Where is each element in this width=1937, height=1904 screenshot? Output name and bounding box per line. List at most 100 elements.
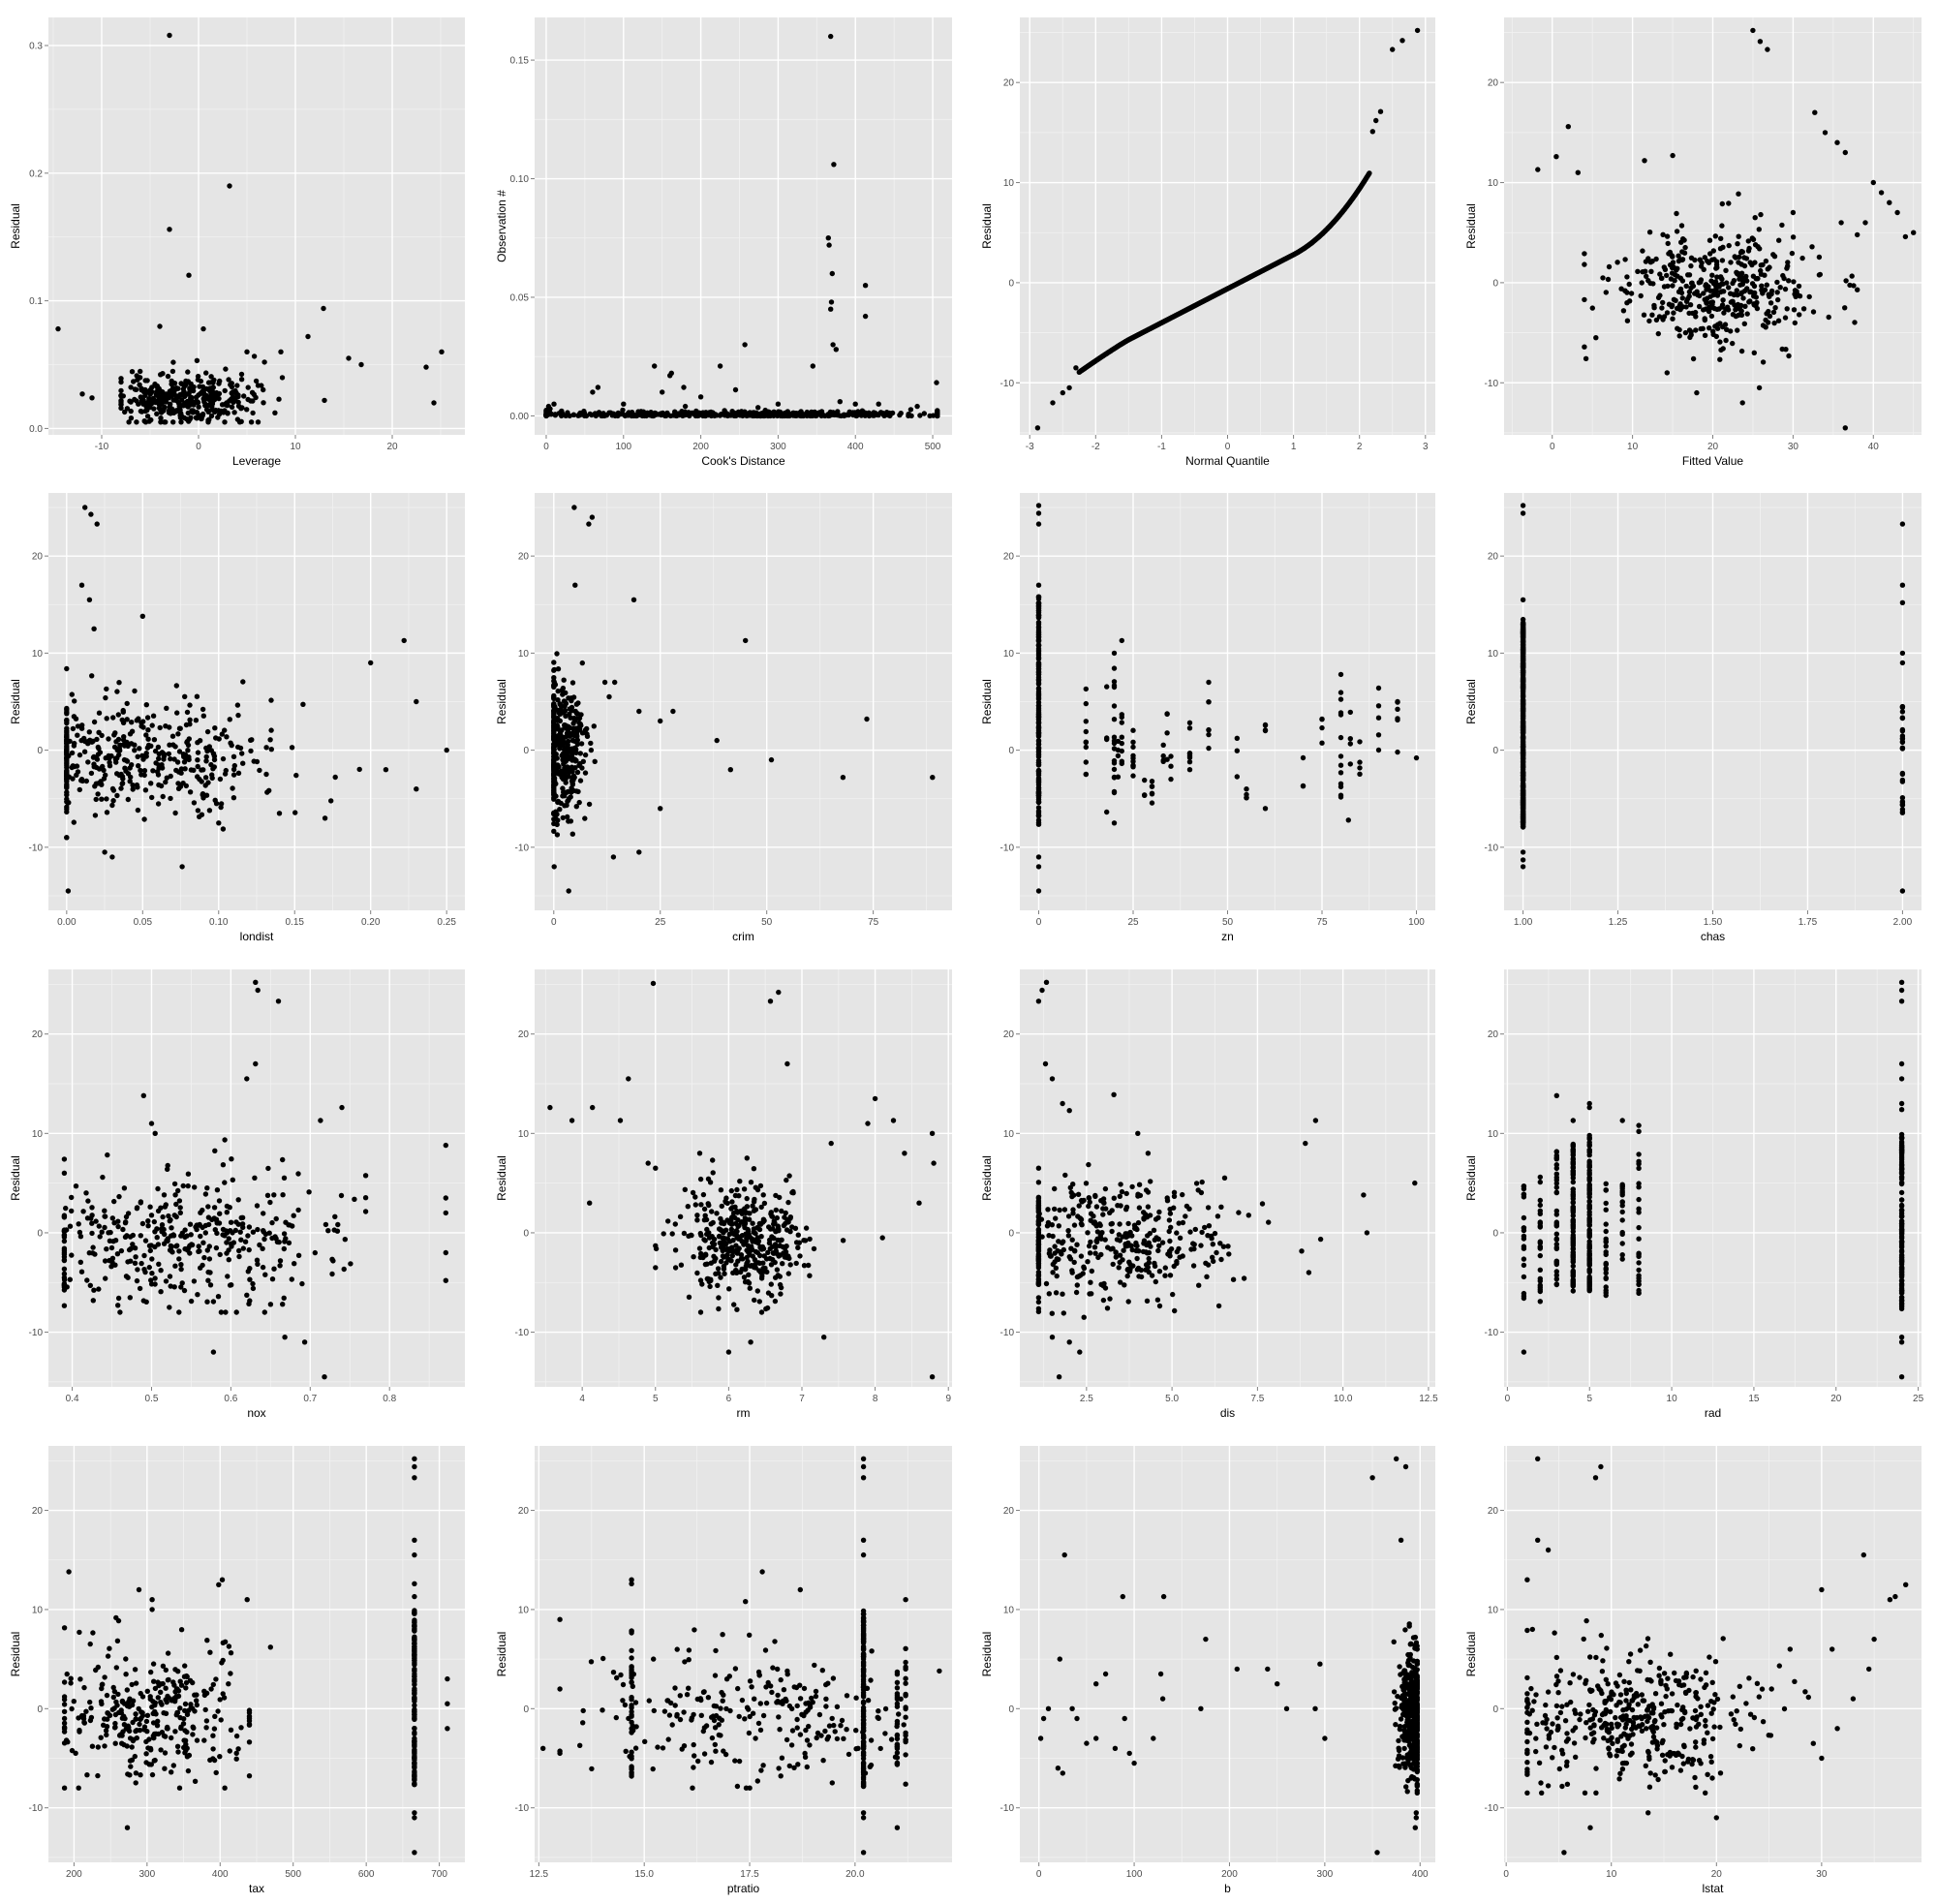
data-point (185, 379, 191, 384)
data-point (1520, 777, 1526, 783)
data-point (163, 723, 169, 729)
plot-panel (48, 17, 465, 435)
data-point (1713, 283, 1719, 290)
data-point (1191, 303, 1197, 309)
data-point (1111, 679, 1118, 685)
data-point (704, 1261, 710, 1267)
data-point (230, 393, 236, 400)
data-point (1180, 309, 1185, 315)
data-point (1520, 663, 1526, 669)
data-point (782, 1214, 787, 1220)
data-point (1520, 819, 1526, 825)
data-point (732, 1192, 739, 1199)
data-point (813, 413, 819, 419)
data-point (1738, 302, 1744, 309)
data-point (1083, 719, 1090, 724)
data-point (551, 718, 557, 723)
data-point (565, 774, 570, 780)
data-point (178, 414, 185, 419)
data-point (170, 410, 177, 415)
data-point (741, 1242, 747, 1247)
data-point (177, 407, 183, 414)
data-point (1520, 649, 1526, 655)
data-point (187, 789, 194, 795)
data-point (188, 415, 194, 420)
data-point (1708, 299, 1714, 305)
data-point (1520, 792, 1526, 798)
data-point (1279, 258, 1285, 263)
data-point (1735, 241, 1740, 247)
data-point (555, 718, 561, 723)
data-point (74, 763, 80, 769)
data-point (1362, 178, 1368, 184)
data-point (108, 1264, 114, 1270)
data-point (61, 1247, 68, 1253)
data-point (122, 409, 128, 415)
data-point (796, 1240, 802, 1245)
data-point (543, 412, 549, 417)
data-point (798, 409, 804, 415)
data-point (151, 1218, 157, 1225)
data-point (235, 392, 241, 398)
data-point (1089, 1291, 1094, 1297)
data-point (1180, 309, 1186, 315)
data-point (179, 397, 185, 403)
data-point (1520, 790, 1526, 796)
data-point (1756, 384, 1763, 391)
data-point (1255, 270, 1261, 276)
data-point (1520, 735, 1526, 741)
data-point (1721, 310, 1727, 316)
data-point (870, 413, 876, 418)
data-point (1229, 284, 1235, 290)
data-point (807, 411, 814, 417)
data-point (723, 1198, 728, 1205)
data-point (1289, 253, 1295, 259)
data-point (1714, 325, 1721, 331)
data-point (142, 389, 148, 395)
data-point (559, 408, 565, 415)
data-point (1304, 244, 1309, 250)
data-point (763, 1256, 770, 1262)
data-point (737, 413, 743, 418)
x-tick-label: 9 (945, 1394, 951, 1404)
y-tick-label: 20 (1003, 1029, 1015, 1040)
data-point (701, 410, 707, 416)
data-point (1180, 1253, 1185, 1259)
data-point (551, 776, 557, 782)
data-point (305, 333, 311, 340)
data-point (1520, 785, 1526, 791)
x-axis-title: zn (1221, 930, 1234, 943)
data-point (551, 783, 557, 788)
data-point (213, 735, 219, 741)
data-point (1668, 276, 1675, 282)
data-point (149, 1256, 155, 1262)
data-point (1250, 272, 1257, 278)
data-point (1670, 152, 1676, 159)
data-point (200, 325, 206, 332)
data-point (146, 1264, 152, 1271)
data-point (772, 412, 778, 417)
data-point (1035, 638, 1042, 644)
data-point (1035, 769, 1042, 775)
data-point (1319, 716, 1325, 722)
data-point (829, 270, 835, 277)
data-point (668, 370, 674, 376)
data-point (1333, 217, 1339, 223)
data-point (142, 1238, 149, 1244)
data-point (1290, 252, 1296, 259)
data-point (569, 695, 574, 701)
data-point (189, 1242, 196, 1248)
data-point (749, 1263, 754, 1269)
data-point (930, 775, 936, 781)
data-point (111, 1220, 117, 1226)
data-point (1204, 296, 1211, 302)
data-point (170, 742, 176, 748)
data-point (744, 1204, 751, 1210)
data-point (201, 394, 207, 400)
data-point (565, 798, 570, 805)
data-point (1238, 279, 1244, 285)
data-point (1183, 1213, 1188, 1219)
data-point (1111, 740, 1118, 747)
data-point (1834, 139, 1840, 145)
data-point (156, 385, 162, 391)
